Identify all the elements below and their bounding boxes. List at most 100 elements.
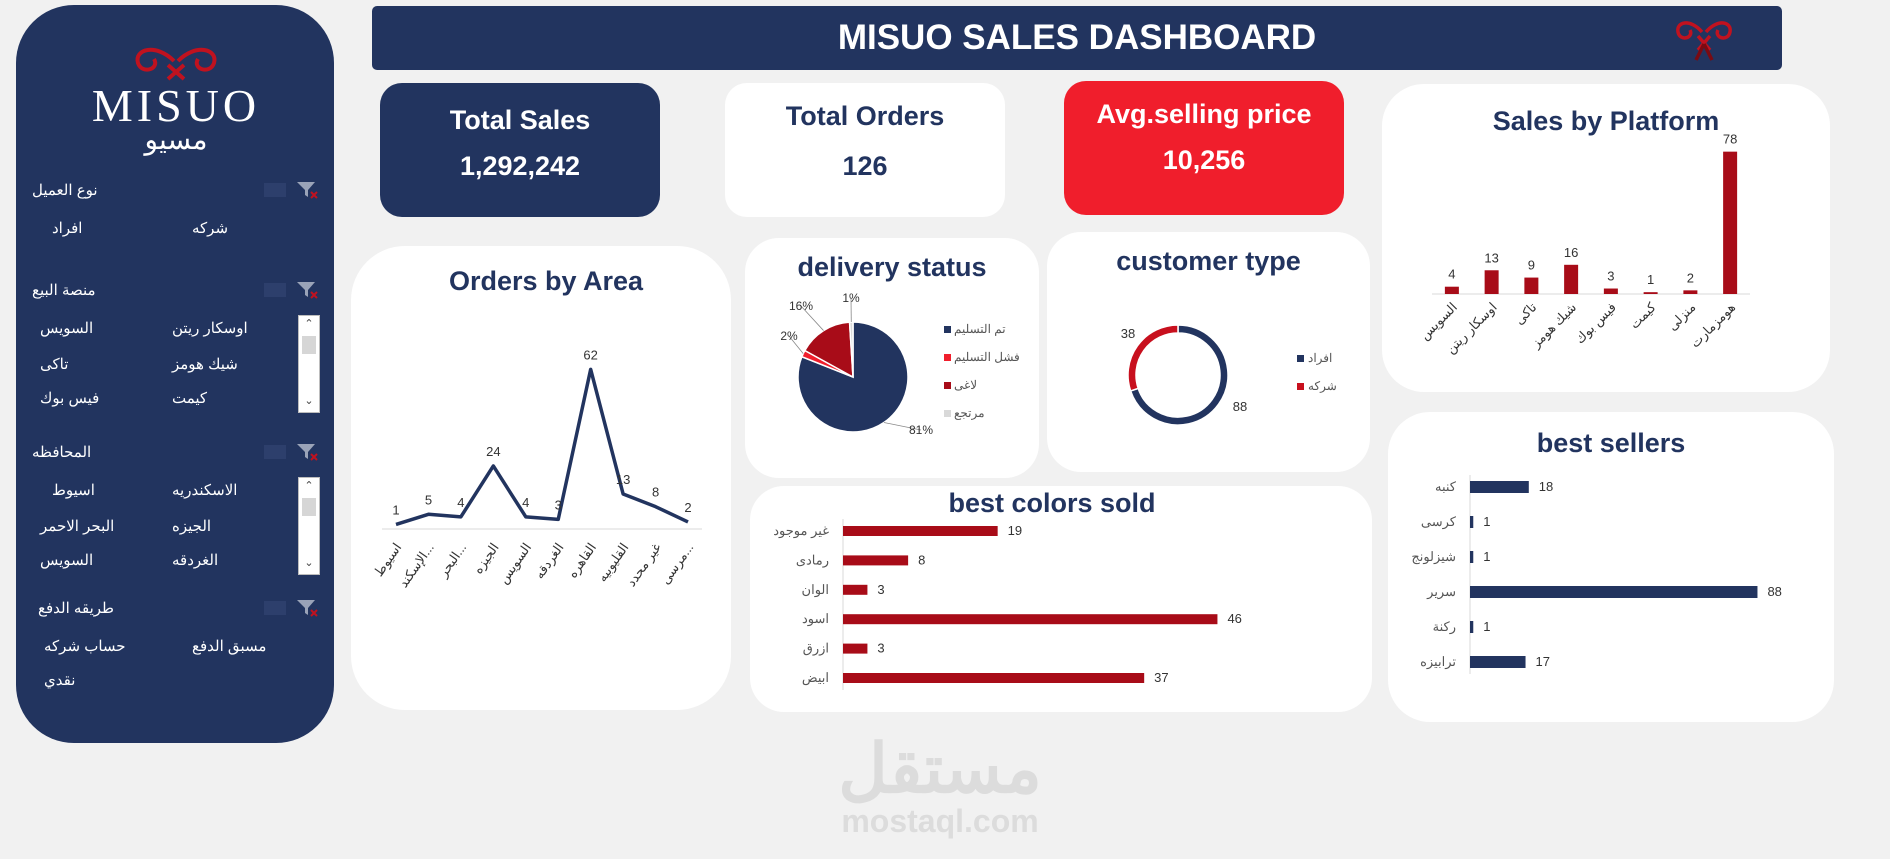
tick-label: ابيض (802, 670, 829, 686)
scroll-down-icon[interactable]: ⌄ (304, 557, 314, 569)
multiselect-icon[interactable] (264, 445, 286, 459)
data-label: 38 (1121, 326, 1135, 341)
title-bar: MISUO SALES DASHBOARD (372, 6, 1782, 70)
slicer-item[interactable]: السويس (40, 320, 94, 337)
scroll-down-icon[interactable]: ⌄ (304, 395, 314, 407)
data-label: 81% (909, 423, 933, 437)
legend-label: شركه (1308, 379, 1337, 393)
slicer-item[interactable]: تاكى (40, 356, 69, 373)
page-title: MISUO SALES DASHBOARD (837, 18, 1317, 57)
multiselect-icon[interactable] (264, 183, 286, 197)
data-label: 2 (1687, 270, 1694, 285)
tick-label: غير موجود (773, 523, 829, 539)
legend-label: افراد (1308, 351, 1332, 365)
watermark-latin: mostaql.com (841, 803, 1039, 839)
tick-label: تاكى (1511, 299, 1539, 327)
slicer-scrollbar[interactable]: ⌃ ⌄ (298, 477, 320, 575)
data-label: 18 (1539, 479, 1553, 494)
data-label: 88 (1233, 399, 1247, 414)
clear-filter-icon[interactable] (296, 281, 318, 299)
card-sales-by-platform: Sales by Platform 4 السويس 13 اوسكار ريتن 9 ت… (1382, 84, 1830, 392)
legend-label: تم التسليم (954, 322, 1006, 336)
slicer-scrollbar[interactable]: ⌃ ⌄ (298, 315, 320, 413)
tick-label: الغردقه (531, 540, 567, 582)
scroll-thumb[interactable] (302, 498, 316, 516)
slicer-item[interactable]: افراد (52, 220, 83, 237)
bar (843, 555, 909, 566)
data-label: 4 (457, 495, 464, 510)
kpi-label: Total Orders (785, 101, 945, 131)
card-delivery-status: delivery status 81% 2% 16% 1% تم التسليم فشل … (745, 238, 1039, 478)
data-label: 8 (652, 485, 659, 500)
kpi-label: Avg.selling price (1096, 99, 1312, 129)
bar (1444, 286, 1459, 294)
filter-sidebar: MISUO مسيو نوع العميل افراد شركه منصة ال… (16, 5, 334, 743)
kpi-label: Total Sales (449, 105, 591, 135)
legend-label: فشل التسليم (954, 350, 1020, 364)
customer-type-chart: 88 38 افراد شركه (1121, 324, 1337, 426)
scroll-up-icon[interactable]: ⌃ (304, 318, 314, 330)
logo-latin: MISUO (91, 80, 261, 131)
slicer-item[interactable]: فيس بوك (40, 390, 100, 407)
bar (843, 614, 1218, 625)
chart-title: best sellers (1536, 428, 1686, 458)
best-colors-chart: 19 غير موجود 8 رمادى 3 الوان 46 اسود 3 ازرق 37 ابيض (773, 519, 1242, 690)
bar (1524, 277, 1539, 294)
clear-filter-icon[interactable] (296, 181, 318, 199)
data-label: 78 (1723, 132, 1737, 147)
logo-ornament-icon (135, 48, 217, 81)
slicer-item[interactable]: اوسكار ريتن (172, 320, 248, 337)
data-label: 3 (877, 641, 884, 656)
tick-label: كنبه (1435, 479, 1457, 494)
card-orders-by-area: Orders by Area 1 اسيوط 5 الإسكند... 4 البحر..… (351, 246, 731, 710)
kpi-value: 126 (842, 151, 888, 181)
slicer-item[interactable]: حساب شركه (44, 638, 126, 655)
bar (843, 526, 998, 536)
tick-label: منزلى (1665, 300, 1700, 335)
card-best-sellers: best sellers 18 كنبه 1 كرسى 1 شيزلونج 88 سرير 1 ر… (1388, 412, 1834, 722)
data-label: 3 (1607, 269, 1614, 284)
data-label: 13 (1484, 250, 1498, 265)
slicer-item[interactable]: الاسكندريه (172, 482, 238, 499)
data-label: 1 (392, 502, 399, 517)
bar (1470, 621, 1474, 633)
legend-swatch (944, 354, 951, 361)
data-label: 2 (684, 500, 691, 515)
data-label: 46 (1227, 611, 1241, 626)
card-best-colors: best colors sold 19 غير موجود 8 رمادى 3 الوان… (750, 486, 1372, 712)
clear-filter-icon[interactable] (296, 443, 318, 461)
slicer-item[interactable]: اسيوط (52, 482, 95, 499)
slicer-item[interactable]: مسبق الدفع (192, 638, 267, 655)
scroll-thumb[interactable] (302, 336, 316, 354)
slicer-item[interactable]: شيك هومز (172, 356, 238, 373)
slicer-payment: طريقه الدفع حساب شركه مسبق الدفع نقدي (24, 593, 326, 703)
chart-title: customer type (1116, 246, 1301, 276)
slicer-item[interactable]: شركه (192, 220, 229, 237)
slicer-item[interactable]: السويس (40, 552, 94, 569)
donut-slice (1127, 324, 1179, 392)
logo-arabic: مسيو (144, 124, 208, 155)
bar (1470, 551, 1474, 563)
slicer-item[interactable]: البحر الاحمر (40, 518, 115, 535)
slicer-item[interactable]: نقدي (44, 672, 76, 689)
bar (1470, 656, 1526, 668)
clear-filter-icon[interactable] (296, 599, 318, 617)
bar (1470, 481, 1529, 493)
legend-label: مرتجع (954, 406, 985, 420)
tick-label: رمادى (796, 552, 829, 568)
tick-label: ركنة (1433, 619, 1456, 635)
data-label: 17 (1536, 654, 1550, 669)
multiselect-icon[interactable] (264, 283, 286, 297)
bar (1603, 288, 1618, 294)
data-label: 13 (616, 472, 630, 487)
slicer-item[interactable]: الجيزه (172, 518, 212, 535)
data-label: 37 (1154, 670, 1168, 685)
brand-logo: MISUO مسيو (56, 39, 296, 155)
multiselect-icon[interactable] (264, 601, 286, 615)
slicer-item[interactable]: كيمت (172, 390, 208, 407)
data-label: 19 (1008, 523, 1022, 538)
slicer-item[interactable]: الغردقه (172, 552, 219, 569)
scroll-up-icon[interactable]: ⌃ (304, 480, 314, 492)
data-label: 1 (1483, 619, 1490, 634)
